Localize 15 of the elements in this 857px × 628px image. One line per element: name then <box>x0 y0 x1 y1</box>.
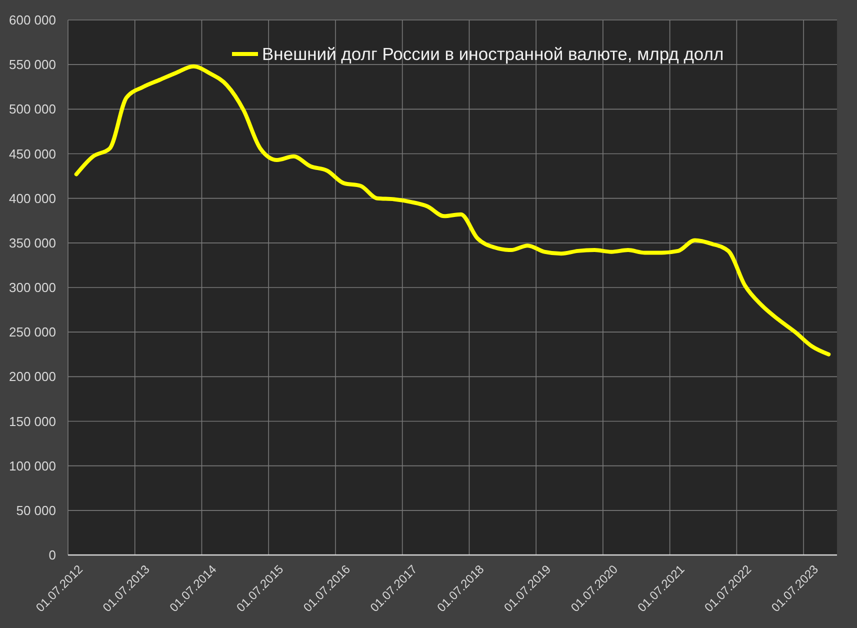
y-tick-label: 150 000 <box>9 414 56 429</box>
y-tick-label: 200 000 <box>9 369 56 384</box>
y-tick-label: 600 000 <box>9 12 56 28</box>
line-series <box>74 64 831 356</box>
y-tick-label: 300 000 <box>9 280 56 296</box>
y-tick-label: 250 000 <box>9 324 56 340</box>
y-tick-label: 400 000 <box>9 190 56 206</box>
y-tick-label: 500 000 <box>9 102 56 117</box>
y-tick-label: 50 000 <box>16 502 56 518</box>
y-tick-label: 550 000 <box>9 57 56 72</box>
y-tick-label: 100 000 <box>9 458 56 474</box>
y-tick-label: 450 000 <box>9 146 56 162</box>
y-tick-label: 350 000 <box>9 235 56 250</box>
y-tick-label: 0 <box>48 548 56 563</box>
legend-label: Внешний долг России в иностранной валюте, млрд долл <box>262 44 724 64</box>
